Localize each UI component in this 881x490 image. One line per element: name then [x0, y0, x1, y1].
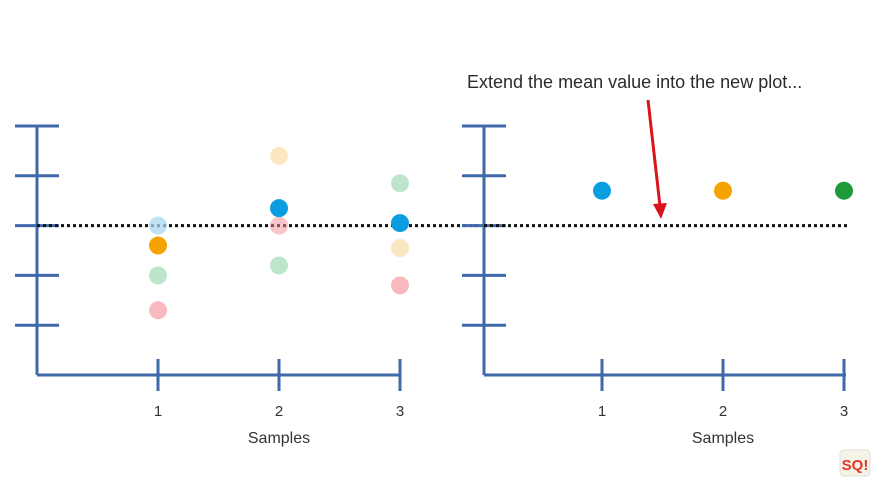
data-point	[391, 174, 409, 193]
x-tick-label: 2	[719, 403, 727, 420]
data-point	[835, 181, 853, 200]
x-tick-label: 2	[275, 403, 283, 420]
data-point	[391, 214, 409, 233]
data-point	[149, 216, 167, 235]
data-point	[270, 199, 288, 218]
data-point	[714, 181, 732, 200]
data-point	[270, 216, 288, 235]
data-point	[593, 181, 611, 200]
data-point	[270, 146, 288, 165]
data-point	[270, 256, 288, 275]
arrow-head	[653, 203, 667, 219]
x-tick-label: 1	[154, 403, 162, 420]
x-axis-title: Samples	[248, 430, 310, 447]
annotation-arrow	[646, 99, 667, 219]
x-tick-label: 3	[840, 403, 848, 420]
data-point	[391, 239, 409, 258]
right-plot: 1 2 3 Samples	[462, 124, 853, 447]
x-tick-label: 1	[598, 403, 606, 420]
logo-icon: SQ!	[839, 449, 871, 477]
logo-text: SQ!	[842, 457, 869, 474]
x-axis-title: Samples	[692, 430, 754, 447]
annotation-text: Extend the mean value into the new plot.…	[467, 72, 803, 92]
data-point	[149, 301, 167, 320]
left-plot: 1 2 3 Samples	[15, 124, 480, 447]
data-point	[149, 266, 167, 285]
arrow-shaft	[646, 99, 662, 207]
data-point	[391, 276, 409, 295]
x-tick-label: 3	[396, 403, 404, 420]
data-point	[149, 236, 167, 255]
